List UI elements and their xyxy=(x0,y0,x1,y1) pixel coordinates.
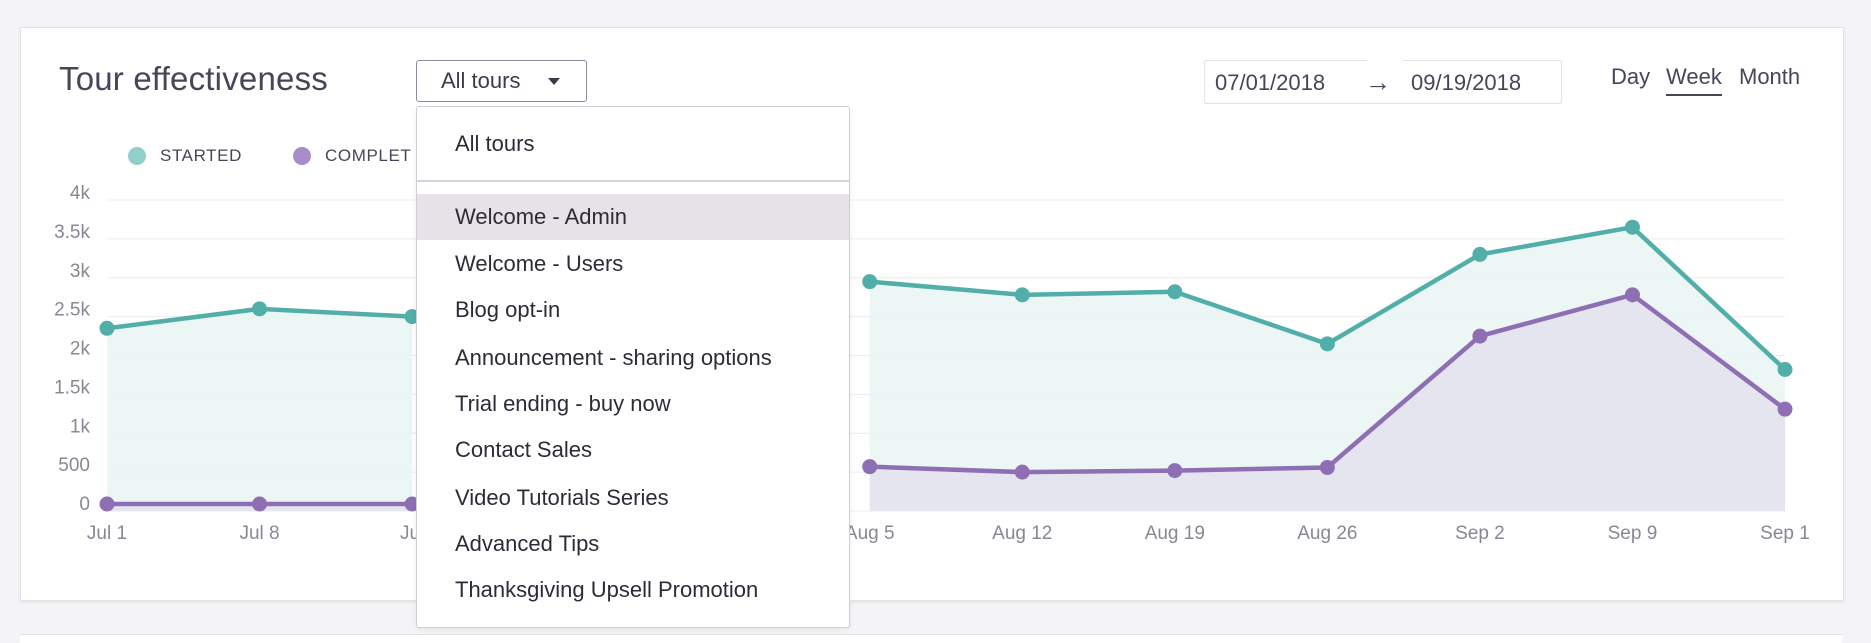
data-point-started xyxy=(1319,336,1335,352)
y-tick-label: 1.5k xyxy=(54,377,90,398)
legend-item-completed[interactable]: COMPLET xyxy=(293,146,411,166)
dropdown-option-contact-sales[interactable]: Contact Sales xyxy=(455,437,592,462)
series-area-completed xyxy=(869,294,1785,511)
data-point-started xyxy=(99,320,115,336)
data-point-completed xyxy=(1472,328,1488,344)
legend-item-started[interactable]: STARTED xyxy=(128,146,242,166)
x-tick-label: Aug 5 xyxy=(845,523,895,544)
y-tick-label: 2.5k xyxy=(54,300,90,321)
x-tick-label: Jul 8 xyxy=(239,523,279,544)
dropdown-option-all-tours[interactable]: All tours xyxy=(455,131,535,156)
x-tick-label: Sep 2 xyxy=(1455,523,1505,544)
data-point-completed xyxy=(862,459,878,475)
period-day-button[interactable]: Day xyxy=(1611,64,1651,89)
data-point-started xyxy=(1777,361,1793,377)
dropdown-option-welcome-users[interactable]: Welcome - Users xyxy=(455,251,624,276)
data-point-completed xyxy=(1777,401,1793,417)
data-point-started xyxy=(1014,287,1030,303)
dropdown-option-thanksgiving-upsell[interactable]: Thanksgiving Upsell Promotion xyxy=(455,577,759,602)
date-range-gap xyxy=(1367,60,1403,61)
period-month-button[interactable]: Month xyxy=(1739,64,1801,89)
y-tick-label: 0 xyxy=(79,494,90,515)
card-title: Tour effectiveness xyxy=(59,60,328,97)
y-tick-label: 3k xyxy=(70,261,91,282)
caret-down-icon xyxy=(548,78,560,85)
y-tick-label: 2k xyxy=(70,339,91,360)
start-date-input[interactable]: 07/01/2018 xyxy=(1215,70,1326,95)
data-point-started xyxy=(1472,246,1488,262)
data-point-started xyxy=(1167,284,1183,300)
tour-select-value: All tours xyxy=(441,68,521,93)
y-tick-label: 1k xyxy=(70,416,91,437)
data-point-completed xyxy=(1624,287,1640,303)
x-tick-label: Aug 26 xyxy=(1297,523,1357,544)
data-point-completed xyxy=(404,496,420,512)
y-tick-label: 4k xyxy=(70,183,91,204)
dropdown-option-blog-opt-in[interactable]: Blog opt-in xyxy=(455,297,561,322)
data-point-completed xyxy=(1167,463,1183,479)
y-tick-label: 500 xyxy=(58,455,90,476)
x-tick-label: Aug 19 xyxy=(1145,523,1205,544)
x-tick-label: Sep 9 xyxy=(1608,523,1658,544)
dropdown-option-trial-ending[interactable]: Trial ending - buy now xyxy=(455,391,671,416)
data-point-started xyxy=(1624,219,1640,235)
x-tick-label: Aug 12 xyxy=(992,523,1052,544)
data-point-started xyxy=(404,309,420,325)
date-range-picker[interactable]: 07/01/2018 → 09/19/2018 xyxy=(1204,60,1562,104)
arrow-right-icon: → xyxy=(1365,67,1391,97)
x-tick-label: Jul 1 xyxy=(87,523,127,544)
data-point-completed xyxy=(99,496,115,512)
tour-dropdown-menu: All tours Welcome - Admin Welcome - User… xyxy=(416,106,850,628)
next-card-edge xyxy=(20,634,1842,643)
dropdown-option-welcome-admin[interactable]: Welcome - Admin xyxy=(417,194,849,240)
series-area-started xyxy=(107,308,413,511)
dropdown-divider xyxy=(417,180,849,182)
dropdown-option-video-tutorials[interactable]: Video Tutorials Series xyxy=(455,485,669,510)
legend-completed-dot xyxy=(293,147,311,165)
tour-select[interactable]: All tours xyxy=(416,60,587,102)
data-point-completed xyxy=(1014,464,1030,480)
legend-started-dot xyxy=(128,147,146,165)
end-date-input[interactable]: 09/19/2018 xyxy=(1411,70,1522,95)
data-point-started xyxy=(862,274,878,290)
dropdown-option-advanced-tips[interactable]: Advanced Tips xyxy=(455,531,600,556)
y-tick-label: 3.5k xyxy=(54,222,90,243)
data-point-started xyxy=(252,301,268,317)
period-week-button[interactable]: Week xyxy=(1666,64,1722,96)
x-tick-label: Sep 1 xyxy=(1760,523,1810,544)
legend-started-label: STARTED xyxy=(160,146,242,165)
dropdown-option-announcement[interactable]: Announcement - sharing options xyxy=(455,345,772,370)
data-point-completed xyxy=(1319,459,1335,475)
legend-completed-label: COMPLET xyxy=(325,146,412,165)
data-point-completed xyxy=(252,496,268,512)
